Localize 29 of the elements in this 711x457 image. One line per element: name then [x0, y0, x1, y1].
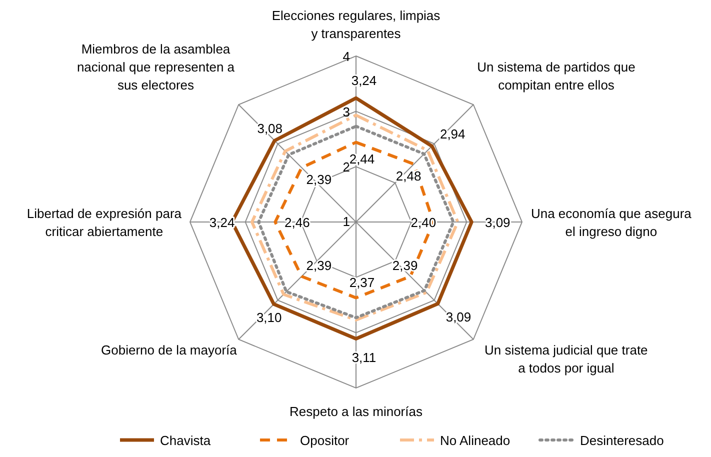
y-tick-label: 3: [342, 104, 350, 120]
data-label: 2,94: [440, 126, 466, 142]
data-label: 2,44: [349, 151, 375, 166]
spoke-label: Elecciones regulares, limpias y transparentes: [272, 8, 441, 41]
data-label: 3,09: [484, 215, 510, 230]
legend-label: Desinteresado: [580, 433, 664, 448]
data-label: 3,10: [256, 310, 282, 325]
data-label: 3,11: [352, 350, 376, 365]
y-tick-label: 2: [342, 160, 350, 175]
legend-label: Chavista: [160, 433, 212, 448]
data-label: 2,39: [306, 258, 332, 274]
data-label: 2,39: [306, 172, 332, 187]
spoke-label: Respeto a las minorías: [290, 404, 423, 419]
spoke-label: Libertad de expresión para criticar abiertamente: [26, 206, 182, 239]
data-label: 3,08: [257, 120, 283, 136]
legend-label: No Alineado: [440, 433, 510, 448]
spoke-label: Miembros de la asamblea nacional que representen a sus electores: [76, 42, 236, 93]
legend-label: Opositor: [300, 433, 350, 448]
data-label: 3,09: [446, 310, 472, 324]
spoke-label: Un sistema de partidos que compitan entre ellos: [477, 60, 636, 93]
spoke-label: Un sistema judicial que trate a todos por igual: [484, 342, 648, 376]
y-tick-label: 1: [342, 214, 350, 229]
spoke-label: Una economía que asegura el ingreso digno: [530, 206, 692, 239]
y-tick-label: 4: [342, 49, 350, 64]
data-label: 2,46: [284, 215, 310, 230]
data-label: 3,24: [351, 73, 377, 88]
spoke-label: Gobierno de la mayoría: [101, 342, 238, 358]
data-label: 2,37: [349, 274, 375, 290]
data-label: 2,39: [392, 258, 418, 274]
